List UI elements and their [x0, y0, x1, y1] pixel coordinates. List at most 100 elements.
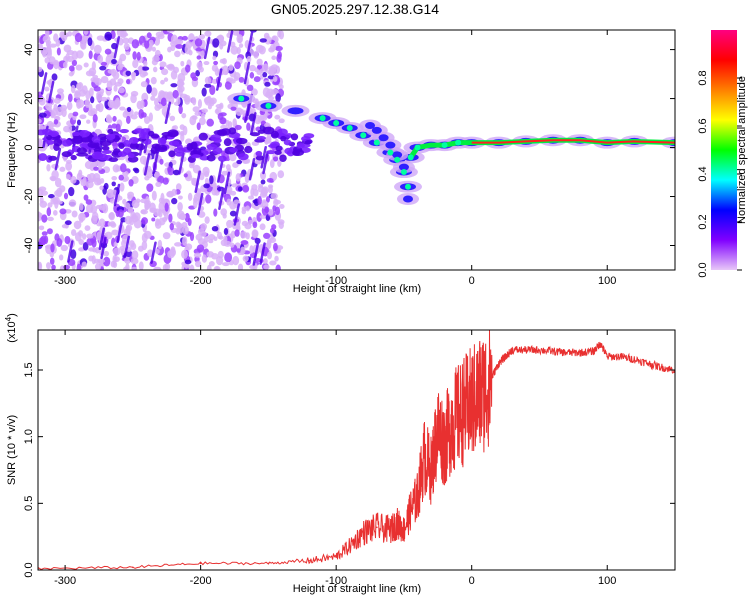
spectrogram-band	[168, 150, 176, 158]
spectrogram-speckle	[171, 188, 177, 197]
spectrogram-speckle	[250, 88, 258, 96]
spectrogram-streak	[223, 171, 231, 195]
y-tick-label: 40	[23, 43, 35, 55]
colorbar-label: Normalized spectral amplitude	[736, 76, 748, 224]
spectrogram-speckle	[71, 59, 78, 67]
spectrogram-speckle	[250, 187, 255, 198]
x-tick-label: -300	[54, 275, 76, 287]
snr-point	[470, 402, 473, 405]
spectrogram-speckle	[167, 166, 172, 173]
spectrogram-speckle	[229, 79, 236, 84]
spectrogram-speckle	[270, 192, 278, 200]
spectrogram-speckle	[99, 65, 107, 71]
spectrogram-band	[186, 143, 194, 151]
spectrogram-speckle	[148, 112, 153, 122]
spectrogram-band	[48, 155, 58, 161]
spectrogram-speckle	[175, 44, 184, 49]
colorbar-tick-label: 0.8	[697, 70, 709, 85]
spectrogram-speckle	[59, 166, 66, 172]
spectrogram-speckle	[64, 235, 71, 245]
spectrogram-speckle	[56, 238, 63, 247]
spectrogram-speckle	[263, 258, 268, 265]
snr-point	[362, 531, 365, 534]
spectrogram-speckle	[181, 249, 188, 259]
spectrogram-speckle	[144, 40, 150, 49]
spectrogram-speckle	[201, 87, 207, 97]
spectrogram-speckle	[159, 91, 167, 97]
spectrogram-speckle	[73, 220, 82, 230]
spectrogram-speckle	[263, 232, 271, 239]
spectrogram-speckle	[139, 155, 148, 165]
spectrogram-streak	[164, 101, 172, 125]
spectrogram-speckle	[154, 97, 159, 107]
snr-marks	[38, 330, 675, 570]
spectrogram-speckle	[38, 140, 44, 149]
spectrogram-speckle	[70, 249, 77, 260]
upper-branch-point	[398, 163, 409, 171]
spectrogram-speckle	[48, 56, 56, 65]
spectrogram-band	[235, 137, 248, 145]
spectrogram-speckle	[203, 61, 210, 66]
snr-point	[396, 522, 398, 525]
spectrogram-speckle	[93, 86, 101, 92]
spectrogram-speckle	[260, 187, 268, 197]
spectrogram-band	[72, 135, 84, 144]
spectrogram-speckle	[49, 175, 57, 181]
spectrogram-speckle	[204, 76, 212, 85]
spectrogram-speckle	[262, 71, 268, 78]
spectrogram-speckle	[187, 218, 192, 226]
spectrogram-band	[237, 153, 249, 161]
spectrogram-speckle	[63, 264, 70, 270]
spectrogram-speckle	[275, 93, 281, 103]
spectrogram-speckle	[85, 204, 94, 214]
spectrogram-speckle	[185, 64, 191, 73]
spectrogram-speckle	[215, 103, 223, 109]
spectrogram-speckle	[70, 175, 77, 184]
spectrogram-band	[212, 146, 223, 155]
spectrogram-speckle	[83, 30, 89, 35]
spectrogram-speckle	[221, 58, 227, 65]
spectrogram-speckle	[266, 240, 272, 249]
spectrogram-speckle	[97, 54, 104, 64]
spectrogram-speckle	[144, 205, 149, 210]
spectrogram-speckle	[136, 51, 141, 61]
spectrogram-speckle	[253, 188, 259, 197]
spectrogram-speckle	[184, 44, 191, 55]
spectrogram-speckle	[123, 266, 129, 270]
spectrogram-speckle	[228, 64, 234, 71]
spectrogram-speckle	[167, 63, 175, 70]
spectrogram-streak	[203, 36, 211, 60]
spectrogram-speckle	[178, 105, 183, 115]
spectrogram-streak	[259, 242, 266, 265]
spectrogram-speckle	[151, 190, 157, 201]
spectrogram-speckle	[130, 257, 139, 265]
snr-point	[477, 395, 480, 398]
x-tick-label: -100	[325, 275, 347, 287]
spectrogram-band	[46, 140, 55, 145]
spectrogram-speckle	[238, 43, 244, 48]
spectrogram-speckle	[62, 61, 68, 69]
spectrogram-speckle	[141, 240, 148, 251]
spectrogram-speckle	[127, 206, 134, 214]
spectrogram-speckle	[154, 171, 160, 178]
spectrogram-speckle	[126, 115, 131, 124]
spectrogram-band	[175, 152, 184, 157]
spectrogram-speckle	[205, 194, 212, 204]
snr-point	[552, 350, 554, 353]
spectrogram-speckle	[66, 31, 73, 37]
spectrogram-speckle	[140, 99, 145, 109]
spectrogram-speckle	[234, 61, 241, 70]
y-tick-label: 0.0	[23, 562, 35, 577]
snr-point	[498, 362, 500, 365]
y-tick-label: -40	[23, 238, 35, 254]
spectrogram-speckle	[240, 109, 245, 115]
spectrogram-speckle	[141, 217, 149, 225]
spectrogram-speckle	[86, 119, 91, 124]
spectrogram-speckle	[38, 118, 42, 124]
spectrogram-speckle	[143, 116, 151, 125]
spectrogram-speckle	[135, 198, 141, 203]
spectrogram-speckle	[56, 47, 61, 56]
spectrogram-speckle	[93, 166, 99, 171]
spectrogram-band	[99, 140, 112, 147]
